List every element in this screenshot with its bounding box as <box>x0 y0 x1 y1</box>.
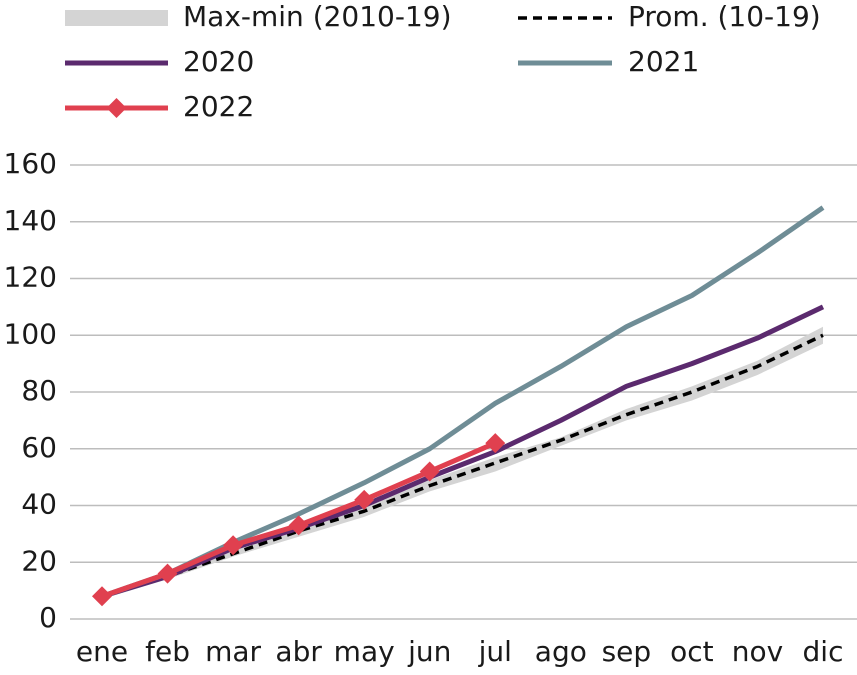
legend-label: 2021 <box>628 45 699 78</box>
x-tick-label: dic <box>803 635 844 668</box>
series-marker <box>288 515 309 536</box>
x-tick-label: may <box>334 635 395 668</box>
series-marker <box>92 586 112 607</box>
y-tick-label: 160 <box>4 147 57 180</box>
y-tick-label: 120 <box>4 261 57 294</box>
legend-marker <box>106 98 127 118</box>
legend-label: Max-min (2010-19) <box>183 0 452 33</box>
y-tick-label: 80 <box>21 374 57 407</box>
series-marker <box>223 535 244 556</box>
y-tick-label: 0 <box>39 601 57 634</box>
legend-item: Prom. (10-19) <box>518 0 821 33</box>
x-tick-label: feb <box>145 635 190 668</box>
y-tick-label: 40 <box>21 488 57 521</box>
x-tick-label: sep <box>602 635 652 668</box>
legend-label: 2020 <box>183 45 254 78</box>
legend-item: 2020 <box>65 45 254 78</box>
legend-item: 2021 <box>518 45 699 78</box>
series-marker <box>157 563 178 584</box>
series-line <box>101 333 824 598</box>
legend-label: Prom. (10-19) <box>628 0 821 33</box>
series-marker <box>419 461 440 482</box>
x-tick-label: jun <box>407 635 451 668</box>
x-tick-label: ene <box>76 635 128 668</box>
y-tick-label: 100 <box>4 317 57 350</box>
x-tick-label: nov <box>732 635 783 668</box>
series-line <box>101 304 825 599</box>
series-line <box>101 205 825 599</box>
legend-item: Max-min (2010-19) <box>65 0 452 33</box>
legend-item: 2022 <box>65 90 254 123</box>
x-tick-label: jul <box>478 635 512 668</box>
y-tick-label: 20 <box>21 544 57 577</box>
x-tick-label: oct <box>670 635 714 668</box>
x-tick-label: abr <box>275 635 322 668</box>
series-marker <box>485 433 506 454</box>
series-marker <box>354 489 375 510</box>
x-tick-label: ago <box>535 635 587 668</box>
legend-label: 2022 <box>183 90 254 123</box>
x-tick-label: mar <box>205 635 261 668</box>
y-tick-label: 140 <box>4 204 57 237</box>
y-tick-label: 60 <box>21 431 57 464</box>
